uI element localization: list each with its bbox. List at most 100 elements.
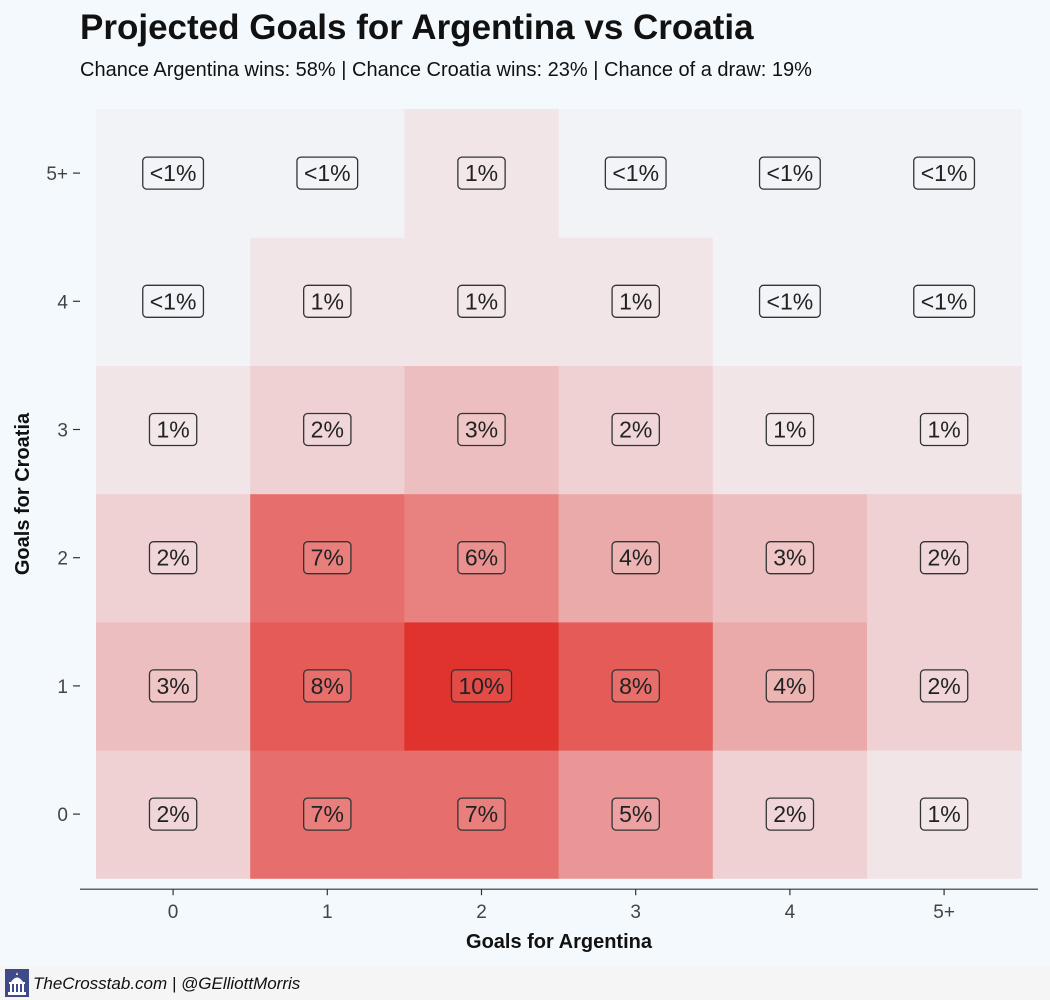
cell-label: 6% bbox=[457, 541, 506, 575]
x-tick-label: 2 bbox=[476, 902, 487, 923]
cell-label: 2% bbox=[303, 412, 352, 447]
y-tick-label: 0 bbox=[57, 805, 68, 826]
heatmap-cell-x3-y1 bbox=[558, 621, 714, 751]
cell-value-label: 8% bbox=[311, 673, 344, 699]
cell-label: 4% bbox=[611, 541, 660, 575]
heatmap-cell-x2-y0 bbox=[404, 750, 560, 879]
heatmap-cell-x3-y0 bbox=[558, 750, 714, 879]
cell-value-label: <1% bbox=[767, 288, 814, 314]
cell-label: 3% bbox=[765, 541, 815, 575]
heatmap-cell-x1-y0 bbox=[250, 750, 405, 879]
cell-label: <1% bbox=[758, 284, 821, 318]
cell-value-label: <1% bbox=[921, 160, 968, 186]
y-tick-label: 2 bbox=[57, 549, 68, 570]
heatmap-cell-x3-y5plus bbox=[558, 109, 714, 238]
cell-label: 3% bbox=[457, 412, 506, 447]
cell-label: 2% bbox=[611, 412, 660, 447]
x-tick-label: 4 bbox=[785, 902, 796, 923]
cell-label: 8% bbox=[303, 669, 352, 703]
cell-value-label: 2% bbox=[156, 545, 189, 571]
y-tick-label: 4 bbox=[57, 292, 68, 313]
cell-label: 10% bbox=[450, 669, 513, 703]
cell-value-label: 5% bbox=[619, 801, 652, 827]
heatmap-cells bbox=[96, 109, 1022, 879]
cell-value-label: <1% bbox=[150, 288, 197, 314]
cell-value-label: 2% bbox=[927, 545, 960, 571]
x-tick-label: 0 bbox=[168, 902, 179, 923]
heatmap-cell-x1-y4 bbox=[250, 237, 405, 366]
heatmap-cell-x2-y4 bbox=[404, 237, 560, 366]
cell-value-label: 2% bbox=[156, 801, 189, 827]
cell-label: 7% bbox=[303, 541, 352, 575]
y-tick-label: 5+ bbox=[46, 164, 68, 185]
cell-label: <1% bbox=[758, 156, 821, 190]
heatmap-cell-x5plus-y2 bbox=[867, 493, 1022, 623]
footer-credit: TheCrosstab.com | @GElliottMorris bbox=[33, 974, 301, 993]
cell-value-label: 4% bbox=[773, 673, 806, 699]
heatmap-cell-x0-y0 bbox=[96, 750, 251, 879]
cell-value-label: 3% bbox=[773, 545, 806, 571]
cell-label: 5% bbox=[611, 797, 660, 831]
heatmap-cell-x0-y5plus bbox=[96, 109, 251, 238]
heatmap-cell-x2-y3 bbox=[404, 365, 560, 495]
cell-label: 1% bbox=[457, 156, 506, 190]
heatmap-cell-x4-y5plus bbox=[712, 109, 868, 238]
cell-value-label: 4% bbox=[619, 545, 652, 571]
cell-label: 7% bbox=[457, 797, 506, 831]
heatmap-cell-x5plus-y3 bbox=[867, 365, 1022, 495]
heatmap-cell-x3-y2 bbox=[558, 493, 714, 623]
heatmap-cell-x1-y3 bbox=[250, 365, 405, 495]
heatmap-cell-x4-y2 bbox=[712, 493, 868, 623]
heatmap-cell-x2-y5plus bbox=[404, 109, 560, 238]
cell-label: <1% bbox=[142, 284, 205, 318]
cell-label: 1% bbox=[611, 284, 660, 318]
heatmap-cell-labels: 2% 7% 7% 5% 2% 1% 3% 8% 10% 8% 4% 2% 2% 7% 6% 4% 3% 2% 1% 2… bbox=[142, 156, 976, 831]
y-tick-label: 3 bbox=[57, 421, 68, 442]
cell-value-label: <1% bbox=[612, 160, 659, 186]
cell-value-label: <1% bbox=[150, 160, 197, 186]
cell-value-label: <1% bbox=[921, 288, 968, 314]
cell-value-label: 7% bbox=[465, 801, 498, 827]
heatmap-cell-x3-y4 bbox=[558, 237, 714, 366]
cell-value-label: 1% bbox=[465, 160, 498, 186]
cell-value-label: 2% bbox=[311, 417, 344, 443]
heatmap-cell-x1-y1 bbox=[250, 621, 405, 751]
chart-title: Projected Goals for Argentina vs Croatia bbox=[80, 8, 754, 47]
cell-value-label: 7% bbox=[311, 801, 344, 827]
x-tick-label: 5+ bbox=[933, 902, 955, 923]
cell-label: 8% bbox=[611, 669, 660, 703]
cell-label: 3% bbox=[148, 669, 198, 703]
cell-label: 1% bbox=[303, 284, 352, 318]
cell-label: <1% bbox=[142, 156, 205, 190]
cell-label: 2% bbox=[148, 541, 198, 575]
cell-value-label: 6% bbox=[465, 545, 498, 571]
footer-bar: TheCrosstab.com | @GElliottMorris bbox=[0, 966, 1050, 1000]
heatmap-cell-x1-y5plus bbox=[250, 109, 405, 238]
capitol-building-icon bbox=[5, 969, 29, 997]
heatmap-cell-x4-y4 bbox=[712, 237, 868, 366]
x-axis-title: Goals for Argentina bbox=[466, 931, 653, 953]
cell-value-label: 1% bbox=[619, 288, 652, 314]
cell-value-label: 1% bbox=[156, 417, 189, 443]
chart-axes: 0 1 2 3 4 5+ 0 1 2 3 4 5+ Goals for Argentina Goals f… bbox=[12, 164, 1038, 953]
cell-label: 1% bbox=[765, 412, 815, 447]
cell-value-label: 3% bbox=[156, 673, 189, 699]
cell-value-label: 1% bbox=[311, 288, 344, 314]
cell-label: <1% bbox=[913, 284, 976, 318]
cell-value-label: 3% bbox=[465, 417, 498, 443]
y-axis-title: Goals for Croatia bbox=[12, 412, 34, 575]
heatmap-cell-x4-y3 bbox=[712, 365, 868, 495]
heatmap-cell-x1-y2 bbox=[250, 493, 405, 623]
cell-value-label: 2% bbox=[927, 673, 960, 699]
heatmap-cell-x0-y4 bbox=[96, 237, 251, 366]
heatmap-cell-x0-y1 bbox=[96, 621, 251, 751]
y-tick-label: 1 bbox=[57, 677, 68, 698]
cell-value-label: 7% bbox=[311, 545, 344, 571]
cell-value-label: 1% bbox=[773, 417, 806, 443]
cell-label: <1% bbox=[913, 156, 976, 190]
cell-label: 1% bbox=[919, 797, 969, 831]
cell-value-label: 2% bbox=[773, 801, 806, 827]
cell-label: 1% bbox=[457, 284, 506, 318]
cell-label: <1% bbox=[604, 156, 667, 190]
heatmap-cell-x4-y1 bbox=[712, 621, 868, 751]
